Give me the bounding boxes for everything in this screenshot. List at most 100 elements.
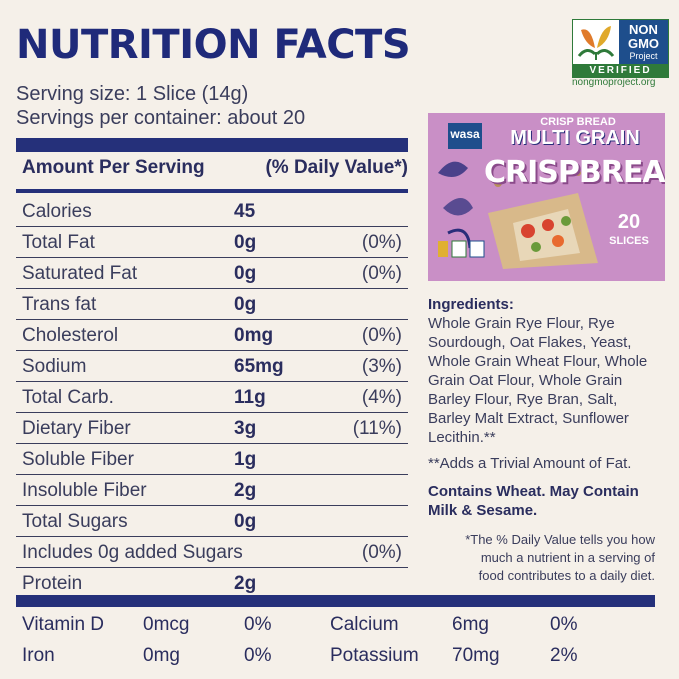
nutrient-row: Cholesterol 0mg (0%) <box>16 320 408 351</box>
logo-verified: VERIFIED <box>589 65 652 76</box>
ingredients: Ingredients: Whole Grain Rye Flour, Rye … <box>428 295 668 447</box>
vitamin-dv: 0% <box>244 614 272 635</box>
nutrient-row: Protein 2g <box>16 568 408 598</box>
nutrient-name: Total Carb. <box>22 387 114 408</box>
vitamin-name: Iron <box>22 645 55 666</box>
header-divider <box>16 189 408 193</box>
nutrient-row: Total Carb. 11g (4%) <box>16 382 408 413</box>
ingredients-line: Barley Malt Extract, Sunflower <box>428 410 629 427</box>
nutrient-amount: 1g <box>234 449 257 470</box>
nutrient-amount: 65mg <box>234 356 284 377</box>
vitamin-dv: 0% <box>550 614 578 635</box>
nutrient-daily-value: (0%) <box>361 542 402 563</box>
nutrient-name: Soluble Fiber <box>22 449 134 470</box>
ingredients-line: Barley Flour, Rye Bran, Salt, <box>428 391 618 408</box>
nutrient-daily-value: (11%) <box>352 418 402 439</box>
logo-gmo: GMO <box>627 36 660 51</box>
nutrient-table: Calories 45 Total Fat 0g (0%) Saturated Fat 0g… <box>16 196 408 598</box>
nutrient-name: Protein <box>22 573 83 594</box>
nutrient-amount: 0g <box>234 263 257 284</box>
nutrient-row: Total Fat 0g (0%) <box>16 227 408 258</box>
nutrient-row: Saturated Fat 0g (0%) <box>16 258 408 289</box>
serving-size: Serving size: 1 Slice (14g) <box>16 83 249 105</box>
nutrient-name: Cholesterol <box>22 325 119 346</box>
package-count-label: SLICES <box>609 235 649 247</box>
logo-url: nongmoproject.org <box>572 77 656 88</box>
nutrient-amount: 3g <box>234 418 257 439</box>
butterfly-icon <box>573 20 668 77</box>
nutrient-row: Trans fat 0g <box>16 289 408 320</box>
nutrient-daily-value: (0%) <box>361 325 402 346</box>
package-count: 20 <box>617 211 641 233</box>
daily-value-label: (% Daily Value*) <box>265 157 408 178</box>
nutrient-row: Total Sugars 0g <box>16 506 408 537</box>
ingredients-line: Whole Grain Wheat Flour, Whole <box>428 353 648 370</box>
nutrient-name: Total Sugars <box>22 511 128 532</box>
footnote-line: much a nutrient in a serving of <box>480 550 655 565</box>
page-title: NUTRITION FACTS <box>16 22 411 68</box>
allergen-line: Milk & Sesame. <box>428 502 538 519</box>
vitamin-dv: 2% <box>550 645 578 666</box>
package-variety: MULTI GRAIN <box>510 127 640 149</box>
vitamin-amount: 0mcg <box>143 614 190 635</box>
vitamin-amount: 70mg <box>452 645 500 666</box>
vitamin-name: Potassium <box>330 645 419 666</box>
nutrient-row: Includes 0g added Sugars (0%) <box>16 537 408 568</box>
package-brand: wasa <box>450 127 480 141</box>
ingredients-line: Grain Oat Flour, Whole Grain <box>428 372 623 389</box>
non-gmo-logo: NON GMO Project VERIFIED <box>572 19 669 78</box>
nutrient-row: Soluble Fiber 1g <box>16 444 408 475</box>
nutrient-amount: 0g <box>234 511 257 532</box>
allergen-statement: Contains Wheat. May Contain Milk & Sesam… <box>428 482 668 520</box>
table-header: Amount Per Serving (% Daily Value*) <box>22 157 408 179</box>
footnote-line: *The % Daily Value tells you how <box>465 532 655 547</box>
amount-per-serving-label: Amount Per Serving <box>22 157 205 178</box>
nutrient-row: Insoluble Fiber 2g <box>16 475 408 506</box>
nutrient-name: Calories <box>22 201 92 222</box>
servings-per-container: Servings per container: about 20 <box>16 107 306 129</box>
nutrient-daily-value: (4%) <box>361 387 402 408</box>
nutrient-amount: 0g <box>234 232 257 253</box>
nutrient-amount: 0g <box>234 294 257 315</box>
nutrient-amount: 2g <box>234 480 257 501</box>
nutrient-amount: 11g <box>234 387 266 408</box>
package-artwork <box>438 123 598 269</box>
nutrient-row: Dietary Fiber 3g (11%) <box>16 413 408 444</box>
nutrient-name: Insoluble Fiber <box>22 480 147 501</box>
nutrient-name: Sodium <box>22 356 87 377</box>
ingredients-line: Whole Grain Rye Flour, Rye <box>428 315 615 332</box>
vitamin-dv: 0% <box>244 645 272 666</box>
nutrient-name: Trans fat <box>22 294 97 315</box>
package-stripe <box>428 269 665 281</box>
nutrient-daily-value: (0%) <box>361 232 402 253</box>
ingredients-line: Sourdough, Oat Flakes, Yeast, <box>428 334 632 351</box>
nutrient-name: Includes 0g added Sugars <box>22 542 243 563</box>
logo-project: Project <box>629 51 658 61</box>
package-small-text: CRISP BREAD <box>540 116 616 128</box>
top-thick-divider <box>16 138 408 152</box>
nutrient-row: Sodium 65mg (3%) <box>16 351 408 382</box>
nutrient-name: Saturated Fat <box>22 263 138 284</box>
nutrient-daily-value: (0%) <box>361 263 402 284</box>
product-package-image: wasa CRISP BREAD MULTI GRAIN CRISPBREAD … <box>428 113 665 269</box>
vitamin-amount: 6mg <box>452 614 489 635</box>
trivial-fat-note: **Adds a Trivial Amount of Fat. <box>428 455 632 472</box>
vitamin-amount: 0mg <box>143 645 180 666</box>
nutrient-name: Dietary Fiber <box>22 418 131 439</box>
nutrient-amount: 2g <box>234 573 257 594</box>
vitamin-name: Vitamin D <box>22 614 105 635</box>
ingredients-heading: Ingredients: <box>428 296 514 313</box>
vitamin-name: Calcium <box>330 614 399 635</box>
nutrient-amount: 45 <box>234 201 256 222</box>
nutrient-amount: 0mg <box>234 325 274 346</box>
bottom-thick-divider <box>16 595 655 607</box>
logo-non: NON <box>629 22 658 37</box>
nutrient-row: Calories 45 <box>16 196 408 227</box>
nutrient-daily-value: (3%) <box>361 356 402 377</box>
allergen-line: Contains Wheat. May Contain <box>428 483 639 500</box>
daily-value-footnote: *The % Daily Value tells you how much a … <box>435 531 655 585</box>
ingredients-line: Lecithin.** <box>428 429 496 446</box>
footnote-line: food contributes to a daily diet. <box>478 568 655 583</box>
nutrient-name: Total Fat <box>22 232 95 253</box>
